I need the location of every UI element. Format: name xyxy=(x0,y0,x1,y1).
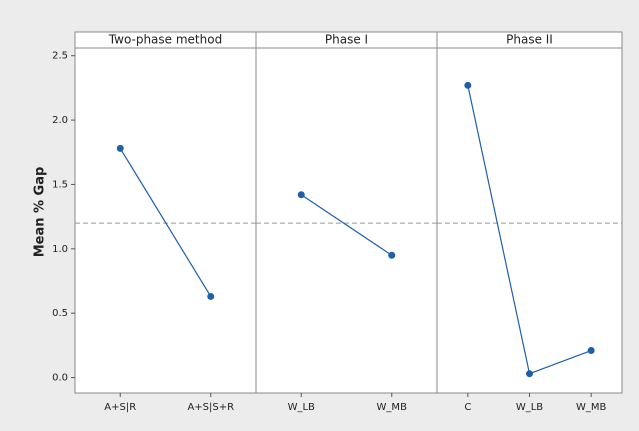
panel-title: Phase II xyxy=(506,33,553,47)
data-point xyxy=(207,292,215,300)
x-tick-label: A+S|R xyxy=(104,402,136,413)
x-tick-label: W_LB xyxy=(516,402,543,413)
x-tick-label: C xyxy=(464,402,471,413)
plot-area xyxy=(74,31,623,394)
panel-title: Two-phase method xyxy=(108,33,222,47)
y-tick-label: 1.5 xyxy=(52,179,68,190)
data-point xyxy=(464,81,472,89)
y-axis-label: Mean % Gap xyxy=(33,167,48,258)
y-tick-label: 0.5 xyxy=(52,308,68,319)
data-point xyxy=(526,370,533,378)
y-tick-label: 0.0 xyxy=(52,373,68,384)
panel-title: Phase I xyxy=(325,33,368,47)
data-point xyxy=(297,191,305,199)
x-tick-label: A+S|S+R xyxy=(187,402,234,413)
series-line xyxy=(119,148,212,297)
series-line xyxy=(300,194,393,256)
y-tick-label: 1.0 xyxy=(52,244,68,255)
y-tick-label: 2.5 xyxy=(52,51,68,62)
x-tick-label: W_MB xyxy=(377,402,408,413)
x-tick-label: W_MB xyxy=(576,402,607,413)
x-tick-label: W_LB xyxy=(288,402,315,413)
data-point xyxy=(388,251,396,259)
data-point xyxy=(587,347,595,355)
data-point xyxy=(116,144,124,152)
y-tick-label: 2.0 xyxy=(52,115,68,126)
